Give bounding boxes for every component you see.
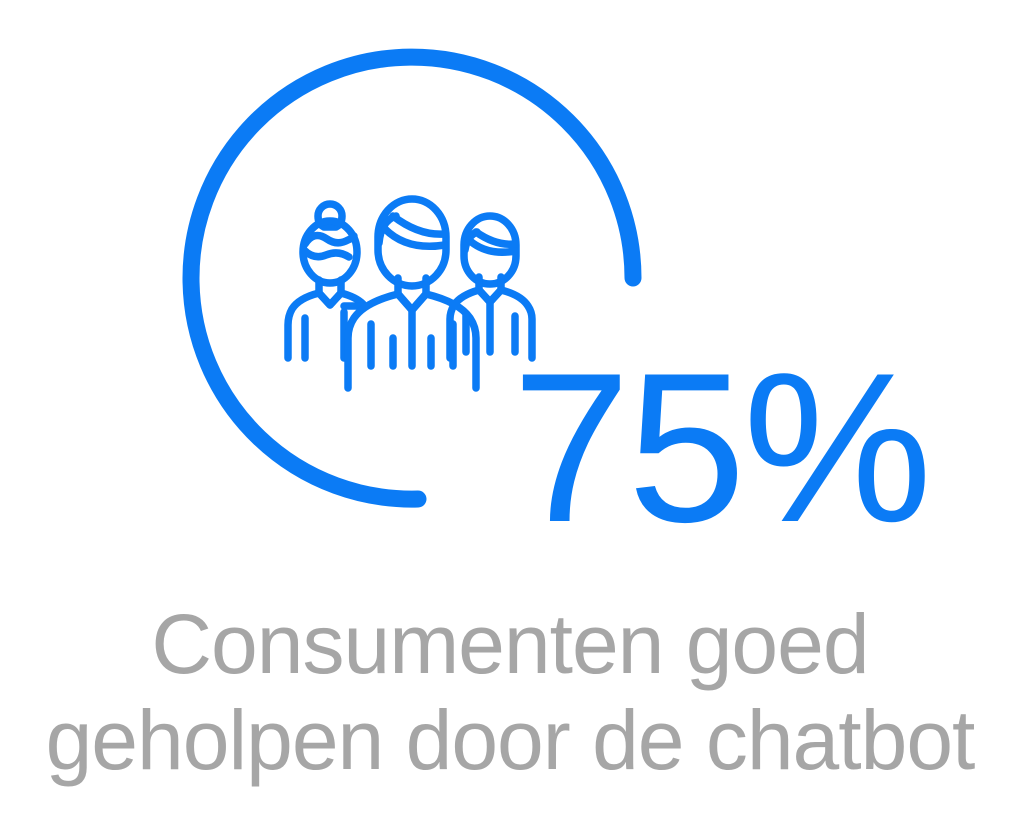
caption-line-1: Consumenten goed (151, 597, 869, 691)
gauge-and-icon-group (182, 48, 642, 508)
progress-arc-path (182, 48, 642, 508)
caption-line-2: geholpen door de chatbot (45, 693, 976, 787)
caption-text: Consumenten goed geholpen door de chatbo… (0, 596, 1020, 788)
three-people-group-icon (284, 195, 536, 392)
person-center-icon (344, 195, 480, 392)
person-right-icon (446, 212, 536, 362)
percent-value: 75% (512, 329, 932, 567)
circular-progress-arc (182, 48, 642, 508)
person-left-icon (284, 200, 367, 362)
